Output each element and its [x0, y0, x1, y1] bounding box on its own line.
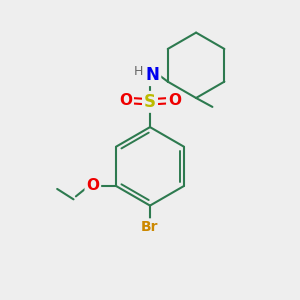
Text: N: N [146, 66, 159, 84]
Text: O: O [119, 93, 132, 108]
Text: Br: Br [141, 220, 159, 234]
Text: O: O [168, 93, 181, 108]
Text: O: O [86, 178, 99, 194]
Text: H: H [134, 65, 143, 78]
Text: S: S [144, 93, 156, 111]
